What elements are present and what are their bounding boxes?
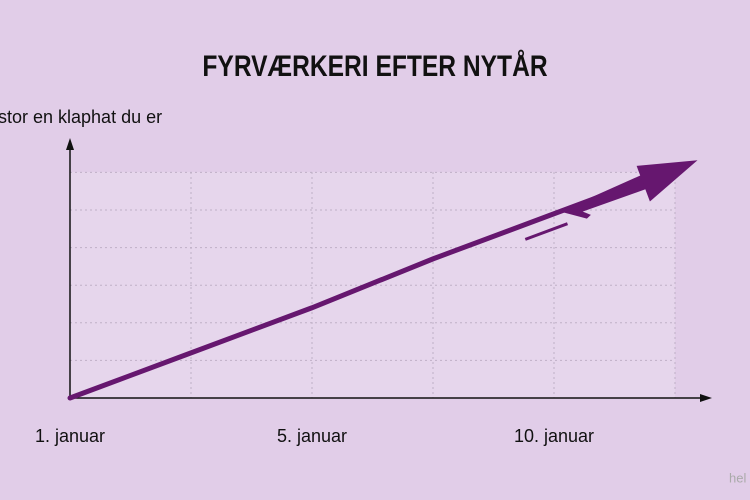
x-tick-label: 5. januar	[277, 426, 347, 446]
x-tick-label: 10. januar	[514, 426, 594, 446]
y-axis-arrow	[66, 138, 74, 150]
chart-title: FYRVÆRKERI EFTER NYTÅR	[202, 49, 547, 83]
rocket-body	[557, 173, 650, 213]
x-tick-label: 1. januar	[35, 426, 105, 446]
rocket-stick	[524, 222, 569, 241]
watermark: hel	[729, 470, 746, 485]
arrow-head	[636, 160, 698, 202]
rocket-fin	[563, 208, 591, 219]
y-axis-label: stor en klaphat du er	[0, 107, 162, 127]
x-axis-arrow	[700, 394, 712, 402]
